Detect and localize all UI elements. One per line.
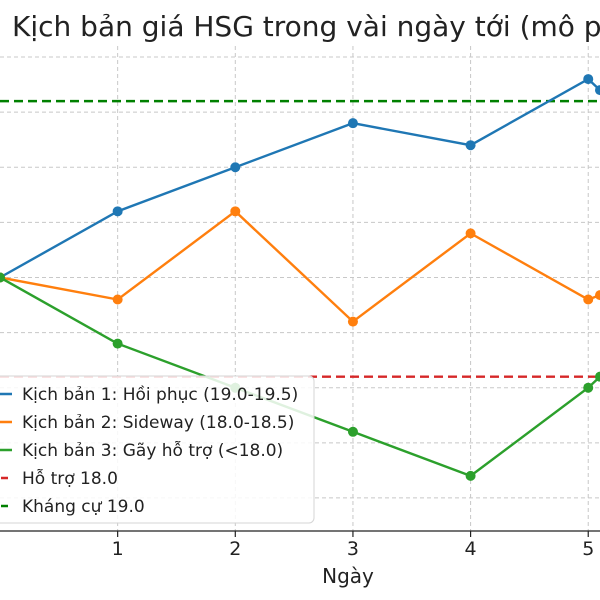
series-3-point-4 <box>465 470 476 481</box>
series-1-point-1 <box>112 206 123 217</box>
legend: Kịch bản 1: Hồi phục (19.0-19.5) Kịch bản… <box>0 375 315 524</box>
series-3-point-0 <box>0 272 5 283</box>
series-3-point-3 <box>347 426 358 437</box>
chart-title: Kịch bản giá HSG trong vài ngày tới (mô … <box>12 10 600 43</box>
series-1-point-4 <box>465 140 476 151</box>
series-1-point-2 <box>230 162 241 173</box>
x-tick-label-1: 1 <box>112 538 124 560</box>
legend-label-1: Kịch bản 1: Hồi phục (19.0-19.5) <box>22 384 298 405</box>
series-3-point-5 <box>583 382 594 393</box>
legend-label-2: Kịch bản 2: Sideway (18.0-18.5) <box>22 413 294 433</box>
series-3-point-1 <box>112 338 123 349</box>
series-2-point-1 <box>112 294 123 305</box>
series-2-point-2 <box>230 206 241 217</box>
x-tick-label-3: 3 <box>347 538 359 560</box>
legend-label-4: Hỗ trợ 18.0 <box>22 468 118 489</box>
series-line-1 <box>0 77 600 279</box>
legend-box <box>0 375 315 524</box>
axes: 1 2 3 4 5 <box>0 530 600 560</box>
x-axis-label: Ngày <box>322 564 374 588</box>
x-tick-label-5: 5 <box>582 538 594 560</box>
series-1-point-3 <box>347 118 358 129</box>
series-1-point-6 <box>595 85 600 96</box>
series-2-point-6 <box>595 290 600 301</box>
series-2-point-4 <box>465 228 476 239</box>
series-3-point-6 <box>595 371 600 382</box>
series-2-point-5 <box>583 294 594 305</box>
series-2-point-3 <box>347 316 358 327</box>
series-1-point-5 <box>583 74 594 85</box>
legend-label-5: Kháng cự 19.0 <box>22 497 145 517</box>
legend-label-3: Kịch bản 3: Gãy hỗ trợ (<18.0) <box>22 440 283 461</box>
x-tick-label-4: 4 <box>465 538 477 560</box>
x-tick-label-2: 2 <box>229 538 241 560</box>
